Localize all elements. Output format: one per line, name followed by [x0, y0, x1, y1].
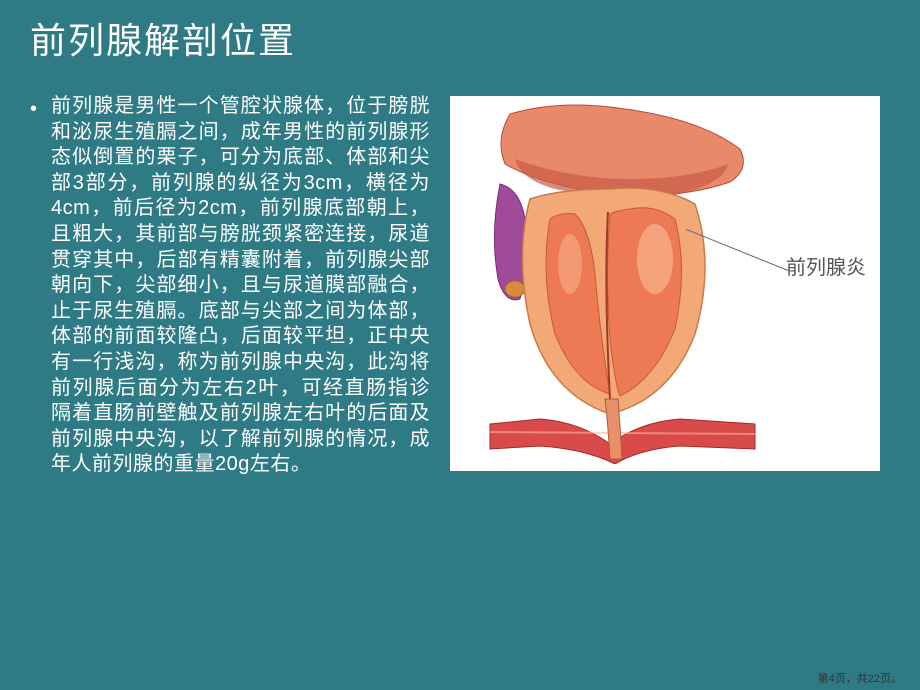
bullet-icon: •: [30, 98, 37, 121]
text-column: • 前列腺是男性一个管腔状腺体，位于膀胱和泌尿生殖膈之间，成年男性的前列腺形态似…: [30, 94, 430, 478]
image-column: 前列腺炎: [450, 94, 880, 478]
slide-title: 前列腺解剖位置: [30, 12, 900, 64]
slide: 前列腺解剖位置 • 前列腺是男性一个管腔状腺体，位于膀胱和泌尿生殖膈之间，成年男…: [0, 0, 920, 690]
body-paragraph: 前列腺是男性一个管腔状腺体，位于膀胱和泌尿生殖膈之间，成年男性的前列腺形态似倒置…: [51, 94, 430, 478]
page-footer: 第4页，共22页。: [818, 670, 902, 686]
image-label: 前列腺炎: [786, 251, 866, 280]
prostate-illustration: [480, 104, 760, 464]
anatomy-image: 前列腺炎: [450, 96, 880, 471]
content-row: • 前列腺是男性一个管腔状腺体，位于膀胱和泌尿生殖膈之间，成年男性的前列腺形态似…: [30, 94, 900, 478]
